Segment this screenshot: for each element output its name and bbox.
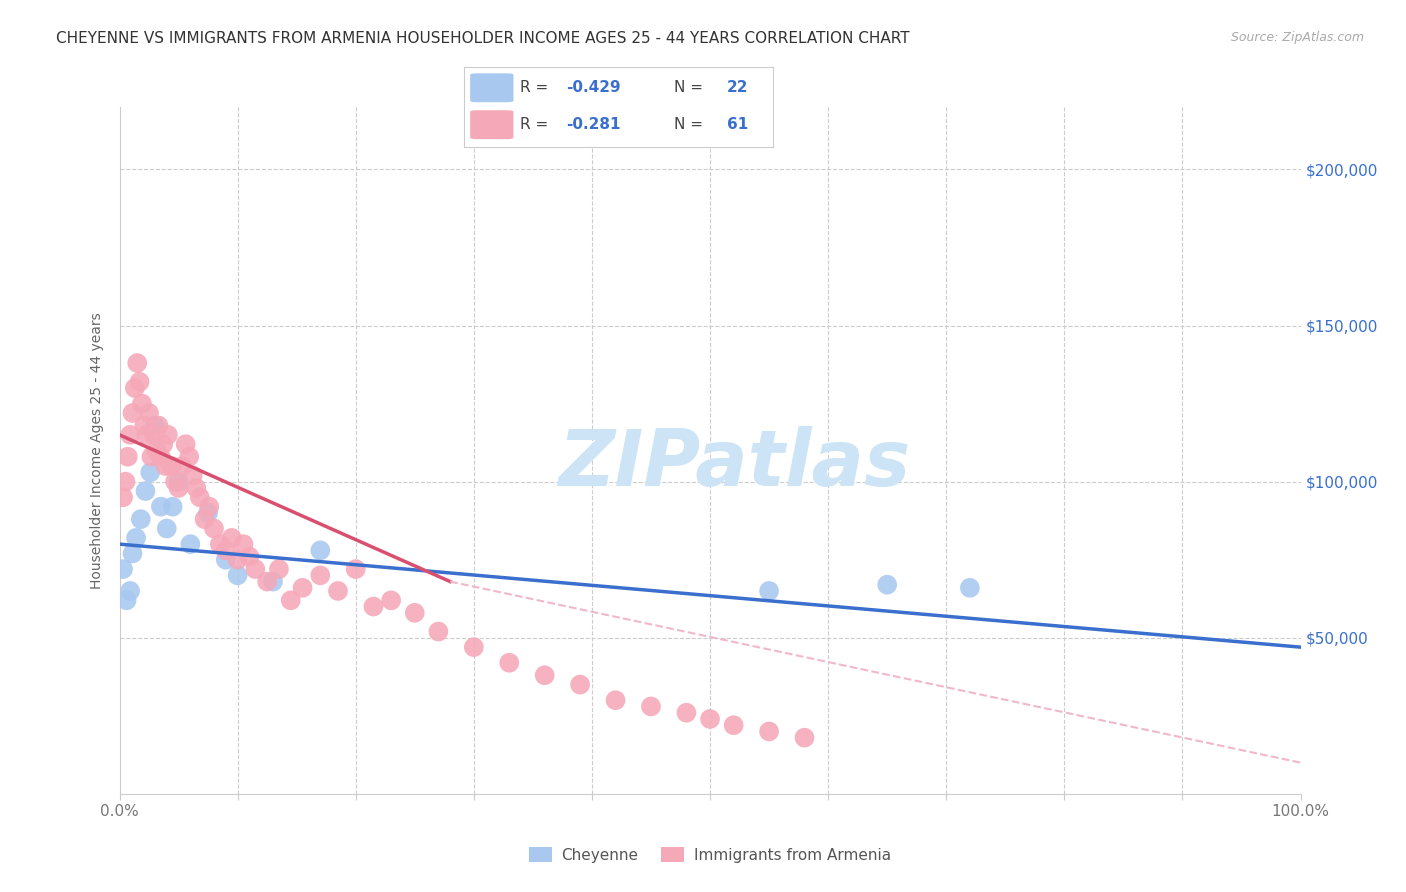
Point [569,678,592,692]
Point [143,418,166,433]
Point [640,699,662,714]
Point [280,593,302,607]
Y-axis label: Householder Income Ages 25 - 44 years: Householder Income Ages 25 - 44 years [90,312,104,589]
Point [134,418,156,433]
Point [167,481,190,495]
Point [533,668,555,682]
Point [309,543,332,558]
Point [149,500,172,514]
Point [326,583,349,598]
Point [699,712,721,726]
Point [226,568,249,582]
Point [498,656,520,670]
Point [149,450,172,464]
Point [134,483,156,498]
Text: 22: 22 [727,80,748,95]
Point [163,475,186,489]
Point [174,437,197,451]
Point [197,506,219,520]
Text: N =: N = [675,117,709,132]
Point [131,396,153,410]
Point [156,521,179,535]
Point [186,481,208,495]
Point [404,606,426,620]
Text: N =: N = [675,80,709,95]
Point [256,574,278,589]
Point [363,599,385,614]
Point [291,581,314,595]
Point [198,500,221,514]
Point [181,468,204,483]
Text: CHEYENNE VS IMMIGRANTS FROM ARMENIA HOUSEHOLDER INCOME AGES 25 - 44 YEARS CORREL: CHEYENNE VS IMMIGRANTS FROM ARMENIA HOUS… [56,31,910,46]
Point [605,693,627,707]
Text: -0.429: -0.429 [567,80,620,95]
Text: -0.281: -0.281 [567,117,620,132]
Point [156,427,179,442]
Text: R =: R = [520,80,553,95]
Text: R =: R = [520,117,553,132]
Point [160,458,183,473]
Point [120,427,142,442]
Text: ZIPatlas: ZIPatlas [558,426,910,502]
Point [188,490,211,504]
Point [148,418,170,433]
Point [114,475,136,489]
FancyBboxPatch shape [470,111,513,139]
Point [128,375,150,389]
Point [723,718,745,732]
Point [427,624,450,639]
Point [193,512,215,526]
Point [215,552,238,567]
Point [267,562,290,576]
Point [142,427,165,442]
Point [179,537,201,551]
Point [215,543,238,558]
Point [120,583,142,598]
Point [793,731,815,745]
Point [226,552,249,567]
Point [129,512,152,526]
Point [262,574,284,589]
Point [202,521,225,535]
Point [959,581,981,595]
Point [758,583,780,598]
Point [238,549,260,564]
Point [127,356,149,370]
Point [121,406,143,420]
Point [125,531,148,545]
Legend: Cheyenne, Immigrants from Armenia: Cheyenne, Immigrants from Armenia [523,840,897,869]
Text: Source: ZipAtlas.com: Source: ZipAtlas.com [1230,31,1364,45]
Point [309,568,332,582]
Point [675,706,697,720]
Point [138,406,160,420]
Point [117,450,139,464]
Point [179,450,201,464]
Point [124,381,146,395]
Point [152,437,174,451]
Point [167,475,190,489]
Point [162,500,184,514]
Point [139,466,162,480]
Point [121,546,143,561]
Point [876,578,898,592]
Point [380,593,402,607]
Point [172,458,194,473]
Point [112,562,135,576]
Point [112,490,135,504]
Point [115,593,138,607]
Point [463,640,485,655]
Point [155,458,177,473]
Point [245,562,267,576]
Point [758,724,780,739]
Point [221,531,243,545]
Point [344,562,367,576]
Point [135,427,157,442]
Point [141,450,163,464]
Point [145,443,167,458]
Point [232,537,254,551]
FancyBboxPatch shape [470,73,513,103]
Text: 61: 61 [727,117,748,132]
Point [208,537,231,551]
